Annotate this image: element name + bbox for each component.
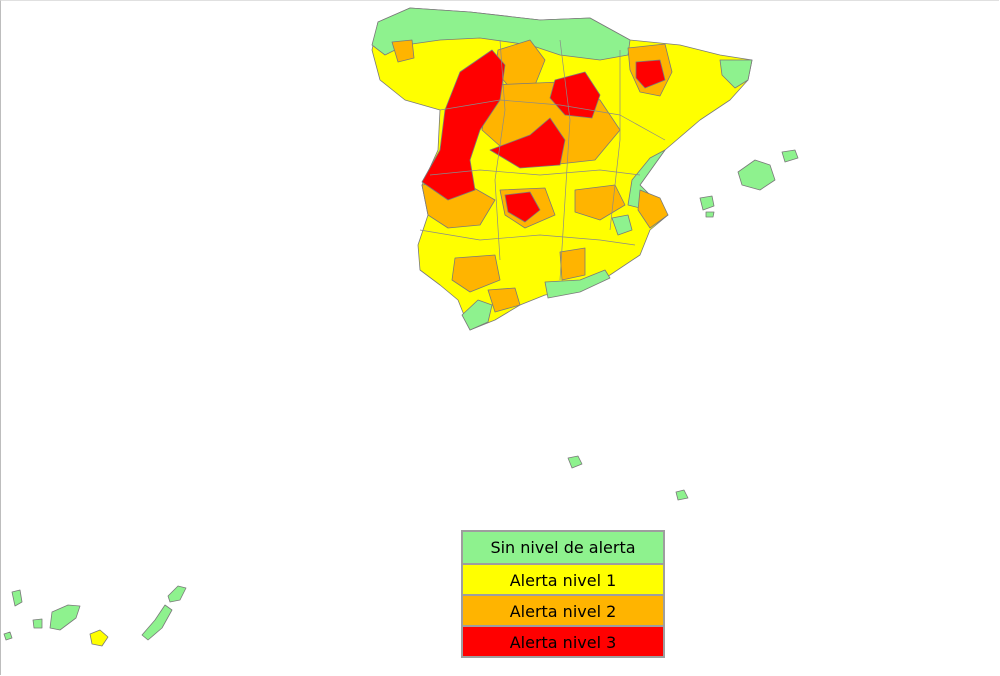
navarra-red-region [635,59,666,89]
la-gomera-island [32,618,43,629]
fuerteventura-island [141,604,173,641]
castilla-north-red-region [549,71,601,119]
mallorca-island [737,159,776,191]
east-coast-region-2 [719,59,753,89]
south-orange-region-2 [487,287,521,313]
el-hierro-island [3,631,13,641]
south-coast-region [544,269,611,299]
lanzarote-island [167,585,187,603]
south-orange-region [451,254,501,293]
castilla-west-red-region [421,49,506,201]
formentera-island [705,211,715,218]
melilla-territory [675,489,689,501]
legend-item-level-2: Alerta nivel 2 [463,594,663,625]
menorca-island [781,149,799,163]
province-borders [419,39,666,281]
gran-canaria-island [89,629,109,647]
ibiza-island [699,195,715,211]
southwest-region [461,299,493,331]
madrid-south-red-region [504,191,541,223]
tenerife-island [49,604,81,631]
legend-item-level-1: Alerta nivel 1 [463,563,663,594]
andalucia-orange-region [559,247,586,281]
legend-item-none: Sin nivel de alerta [463,532,663,563]
la-palma-island [11,589,23,607]
legend-item-level-3: Alerta nivel 3 [463,625,663,656]
southeast-region [611,214,633,236]
east-orange-region [574,184,626,221]
map-legend: Sin nivel de alerta Alerta nivel 1 Alert… [461,530,665,658]
ceuta-territory [567,455,583,469]
galicia-west-region [391,39,415,63]
southeast-orange-region [637,189,669,229]
castilla-central-red-region [489,117,566,169]
